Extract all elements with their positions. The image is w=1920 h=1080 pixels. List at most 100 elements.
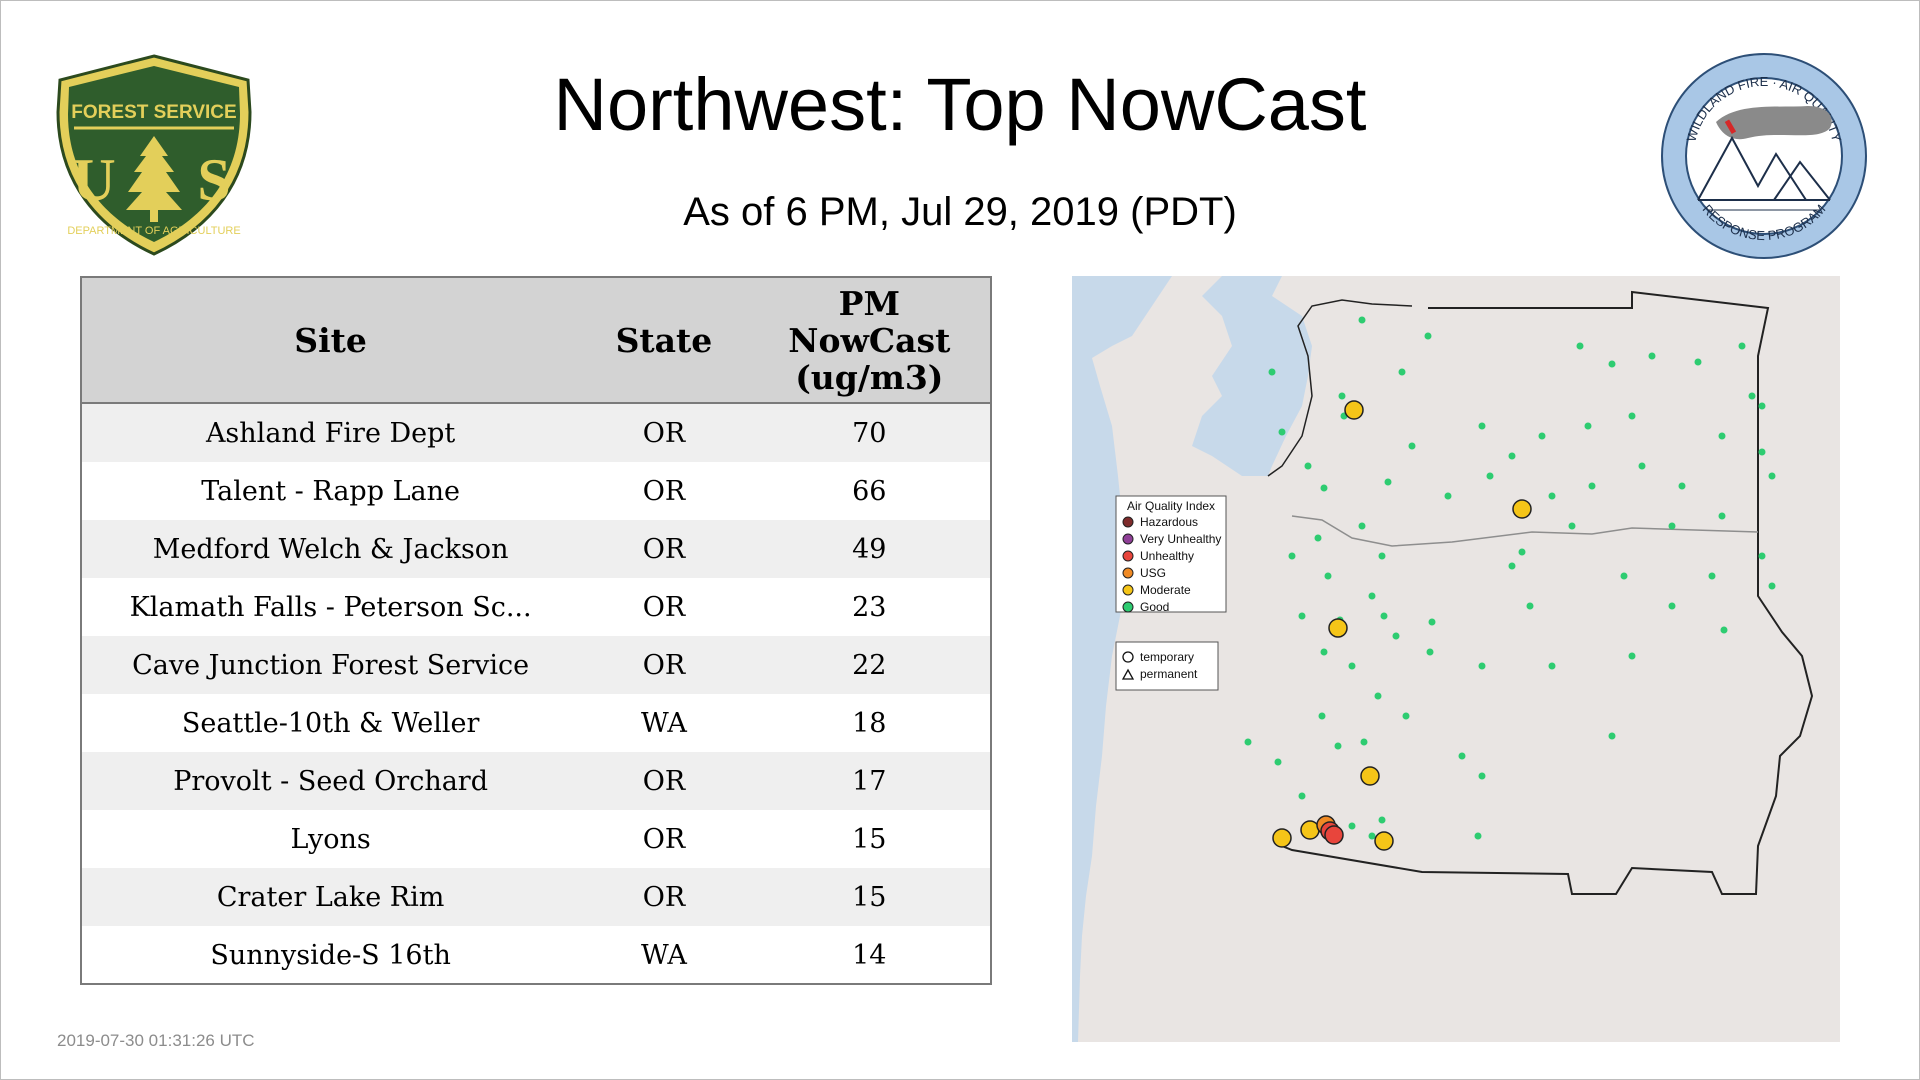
site-marker	[1320, 484, 1328, 492]
site-marker	[1486, 472, 1494, 480]
site-marker	[1518, 548, 1526, 556]
site-marker	[1278, 428, 1286, 436]
site-marker	[1378, 552, 1386, 560]
svg-text:S: S	[197, 147, 230, 213]
temporary-icon	[1122, 651, 1134, 663]
legend-swatch	[1122, 584, 1134, 596]
wildland-fire-logo: WILDLAND FIRE · AIR QUALITY RESPONSE PRO…	[1658, 50, 1870, 262]
header-nowcast-line: NowCast	[788, 320, 951, 360]
site-marker-temporary	[1324, 825, 1344, 845]
temporary-label: temporary	[1140, 650, 1194, 664]
site-marker	[1588, 482, 1596, 490]
site-marker	[1720, 626, 1728, 634]
cell-value: 49	[748, 520, 990, 578]
site-marker	[1474, 832, 1482, 840]
site-marker	[1318, 712, 1326, 720]
cell-site: Ashland Fire Dept	[82, 403, 580, 462]
cell-site: Sunnyside-S 16th	[82, 926, 580, 983]
table-row: Crater Lake Rim OR 15	[82, 868, 990, 926]
cell-state: OR	[579, 403, 749, 462]
aqi-legend-title: Air Quality Index	[1127, 499, 1215, 513]
legend-swatch	[1122, 533, 1134, 545]
table-row: Seattle-10th & Weller WA 18	[82, 694, 990, 752]
coastline	[1267, 299, 1413, 477]
site-marker-temporary	[1344, 400, 1364, 420]
site-marker	[1402, 712, 1410, 720]
cell-state: OR	[579, 578, 749, 636]
site-marker	[1368, 832, 1376, 840]
site-marker	[1694, 358, 1702, 366]
site-marker	[1620, 572, 1628, 580]
cell-state: OR	[579, 462, 749, 520]
cell-state: WA	[579, 926, 749, 983]
site-marker	[1380, 612, 1388, 620]
site-marker	[1458, 752, 1466, 760]
site-marker	[1608, 360, 1616, 368]
svg-text:FOREST SERVICE: FOREST SERVICE	[71, 102, 236, 123]
site-marker	[1548, 662, 1556, 670]
site-marker	[1320, 648, 1328, 656]
legend-swatch	[1122, 601, 1134, 613]
site-marker	[1360, 738, 1368, 746]
site-marker	[1508, 562, 1516, 570]
site-marker	[1298, 792, 1306, 800]
cell-value: 70	[748, 403, 990, 462]
table-row: Klamath Falls - Peterson Sc... OR 23	[82, 578, 990, 636]
site-marker	[1758, 402, 1766, 410]
header-nowcast-line: (ug/m3)	[795, 357, 944, 397]
air-quality-map: Air Quality Index Hazardous Very Unhealth…	[1072, 276, 1840, 1042]
site-marker	[1648, 352, 1656, 360]
site-marker	[1408, 442, 1416, 450]
permanent-icon	[1121, 668, 1135, 680]
site-marker	[1314, 534, 1322, 542]
site-marker	[1268, 368, 1276, 376]
site-marker	[1718, 432, 1726, 440]
legend-label: Hazardous	[1140, 515, 1198, 529]
svg-text:U: U	[72, 147, 115, 213]
cell-site: Cave Junction Forest Service	[82, 636, 580, 694]
legend-label: Good	[1140, 600, 1169, 614]
site-marker	[1638, 462, 1646, 470]
cell-state: OR	[579, 636, 749, 694]
site-marker	[1768, 472, 1776, 480]
cell-site: Crater Lake Rim	[82, 868, 580, 926]
site-marker	[1384, 478, 1392, 486]
table-row: Sunnyside-S 16th WA 14	[82, 926, 990, 983]
site-marker	[1334, 742, 1342, 750]
table-row: Talent - Rapp Lane OR 66	[82, 462, 990, 520]
svg-text:DEPARTMENT OF AGRICULTURE: DEPARTMENT OF AGRICULTURE	[67, 225, 240, 237]
map-land	[1078, 276, 1840, 1042]
site-marker	[1304, 462, 1312, 470]
legend-label: USG	[1140, 566, 1166, 580]
header-site: Site	[82, 278, 580, 404]
site-marker	[1668, 602, 1676, 610]
cell-site: Provolt - Seed Orchard	[82, 752, 580, 810]
nowcast-table: Site State PM NowCast (ug/m3) Ashland Fi…	[80, 276, 992, 985]
site-marker	[1298, 612, 1306, 620]
legend-label: Moderate	[1140, 583, 1191, 597]
cell-value: 14	[748, 926, 990, 983]
site-marker	[1358, 316, 1366, 324]
site-marker	[1718, 512, 1726, 520]
site-marker	[1508, 452, 1516, 460]
state-borders	[1281, 290, 1814, 895]
table-row: Ashland Fire Dept OR 70	[82, 403, 990, 462]
site-marker	[1758, 552, 1766, 560]
cell-value: 15	[748, 810, 990, 868]
cell-site: Talent - Rapp Lane	[82, 462, 580, 520]
cell-value: 22	[748, 636, 990, 694]
site-marker	[1478, 772, 1486, 780]
site-marker	[1608, 732, 1616, 740]
cell-state: WA	[579, 694, 749, 752]
site-marker	[1478, 662, 1486, 670]
site-marker	[1538, 432, 1546, 440]
table-row: Lyons OR 15	[82, 810, 990, 868]
site-marker-temporary	[1512, 499, 1532, 519]
cell-state: OR	[579, 868, 749, 926]
site-marker	[1548, 492, 1556, 500]
cell-state: OR	[579, 752, 749, 810]
page-title: Northwest: Top NowCast	[553, 63, 1367, 146]
cell-site: Seattle-10th & Weller	[82, 694, 580, 752]
site-marker	[1584, 422, 1592, 430]
legend-label: Very Unhealthy	[1140, 532, 1221, 546]
